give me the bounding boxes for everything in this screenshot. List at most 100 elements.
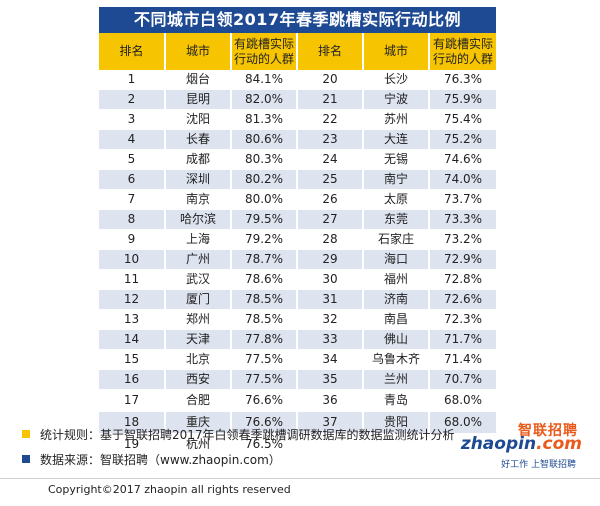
cell-rank: 25 xyxy=(297,169,364,190)
cell-ratio: 71.7% xyxy=(429,329,496,350)
cell-city: 大连 xyxy=(363,129,430,150)
table-row: 2 昆明 82.0% 21 宁波 75.9% xyxy=(99,89,496,110)
cell-city: 重庆 xyxy=(165,411,232,434)
cell-city: 长沙 xyxy=(363,70,430,90)
table-body: 1 烟台 84.1% 20 长沙 76.3% 2 昆明 82.0% 21 宁波 75.9% 3 沈阳 81.… xyxy=(99,70,496,456)
cell-city: 厦门 xyxy=(165,289,232,310)
yellow-square-icon xyxy=(22,430,30,438)
cell-rank: 20 xyxy=(297,70,364,90)
table-row: 15 北京 77.5% 34 乌鲁木齐 71.4% xyxy=(99,349,496,370)
cell-empty xyxy=(363,433,430,456)
cell-city: 郑州 xyxy=(165,309,232,330)
cell-rank: 4 xyxy=(99,129,166,150)
header-ratio-line2: 行动的人群 xyxy=(233,51,294,66)
cell-ratio: 81.3% xyxy=(231,109,298,130)
logo-en-main: zhaopin xyxy=(460,434,537,454)
cell-rank: 13 xyxy=(99,309,166,330)
cell-city: 西安 xyxy=(165,369,232,390)
note-rule-text: 统计规则：基于智联招聘2017年白领春季跳槽调研数据库的数据监测统计分析 xyxy=(40,427,455,442)
table-row: 11 武汉 78.6% 30 福州 72.8% xyxy=(99,269,496,290)
header-ratio-line2: 行动的人群 xyxy=(432,51,493,66)
header-ratio-left: 有跳槽实际 行动的人群 xyxy=(231,33,298,70)
cell-ratio: 75.2% xyxy=(429,129,496,150)
cell-empty xyxy=(297,433,364,456)
cell-rank: 34 xyxy=(297,349,364,370)
cell-city: 天津 xyxy=(165,329,232,350)
cell-rank: 9 xyxy=(99,229,166,250)
cell-ratio: 76.6% xyxy=(231,411,298,434)
cell-ratio: 76.3% xyxy=(429,70,496,90)
cell-rank: 18 xyxy=(99,411,166,434)
cell-rank: 33 xyxy=(297,329,364,350)
table-row: 16 西安 77.5% 35 兰州 70.7% xyxy=(99,369,496,390)
cell-rank: 26 xyxy=(297,189,364,210)
cell-rank: 31 xyxy=(297,289,364,310)
cell-city: 昆明 xyxy=(165,89,232,110)
note-source: 数据来源：智联招聘（www.zhaopin.com） xyxy=(22,450,462,468)
cell-city: 武汉 xyxy=(165,269,232,290)
cell-city: 合肥 xyxy=(165,389,232,412)
cell-ratio: 77.5% xyxy=(231,369,298,390)
table-row: 8 哈尔滨 79.5% 27 东莞 73.3% xyxy=(99,209,496,230)
cell-rank: 27 xyxy=(297,209,364,230)
cell-ratio: 80.0% xyxy=(231,189,298,210)
cell-ratio: 75.9% xyxy=(429,89,496,110)
cell-ratio: 72.9% xyxy=(429,249,496,270)
table-row: 1 烟台 84.1% 20 长沙 76.3% xyxy=(99,70,496,90)
cell-ratio: 84.1% xyxy=(231,70,298,90)
cell-rank: 8 xyxy=(99,209,166,230)
header-rank-right: 排名 xyxy=(297,33,364,70)
cell-ratio: 79.2% xyxy=(231,229,298,250)
cell-ratio: 78.5% xyxy=(231,289,298,310)
cell-ratio: 80.2% xyxy=(231,169,298,190)
header-ratio-right: 有跳槽实际 行动的人群 xyxy=(429,33,496,70)
cell-city: 海口 xyxy=(363,249,430,270)
cell-city: 长春 xyxy=(165,129,232,150)
cell-ratio: 75.4% xyxy=(429,109,496,130)
cell-rank: 6 xyxy=(99,169,166,190)
cell-city: 沈阳 xyxy=(165,109,232,130)
cell-rank: 3 xyxy=(99,109,166,130)
cell-ratio: 74.0% xyxy=(429,169,496,190)
cell-ratio: 76.5% xyxy=(231,433,298,456)
cell-rank: 1 xyxy=(99,70,166,90)
cell-rank: 16 xyxy=(99,369,166,390)
cell-city: 南宁 xyxy=(363,169,430,190)
cell-rank: 36 xyxy=(297,389,364,412)
logo-en-dot: .com xyxy=(536,434,582,454)
table-row: 10 广州 78.7% 29 海口 72.9% xyxy=(99,249,496,270)
header-city-right: 城市 xyxy=(363,33,430,70)
blue-square-icon xyxy=(22,455,30,463)
cell-ratio: 74.6% xyxy=(429,149,496,170)
cell-city: 南昌 xyxy=(363,309,430,330)
cell-city: 贵阳 xyxy=(363,411,430,434)
cell-ratio: 70.7% xyxy=(429,369,496,390)
cell-ratio: 71.4% xyxy=(429,349,496,370)
table-row: 14 天津 77.8% 33 佛山 71.7% xyxy=(99,329,496,350)
cell-empty xyxy=(429,433,496,456)
table-row: 13 郑州 78.5% 32 南昌 72.3% xyxy=(99,309,496,330)
table-row: 17 合肥 76.6% 36 青岛 68.0% xyxy=(99,389,496,412)
cell-city: 广州 xyxy=(165,249,232,270)
cell-rank: 28 xyxy=(297,229,364,250)
table-header-row: 排名 城市 有跳槽实际 行动的人群 排名 城市 有跳槽实际 行动的人群 xyxy=(99,33,496,70)
table-row: 9 上海 79.2% 28 石家庄 73.2% xyxy=(99,229,496,250)
cell-ratio: 73.2% xyxy=(429,229,496,250)
cell-rank: 15 xyxy=(99,349,166,370)
cell-ratio: 68.0% xyxy=(429,389,496,412)
note-rule: 统计规则：基于智联招聘2017年白领春季跳槽调研数据库的数据监测统计分析 xyxy=(22,425,462,443)
cell-rank: 30 xyxy=(297,269,364,290)
cell-ratio: 76.6% xyxy=(231,389,298,412)
cell-rank: 11 xyxy=(99,269,166,290)
header-ratio-line1: 有跳槽实际 xyxy=(432,36,493,51)
table-row: 19 杭州 76.5% xyxy=(99,433,496,456)
cell-city: 济南 xyxy=(363,289,430,310)
cell-city: 北京 xyxy=(165,349,232,370)
cell-ratio: 79.5% xyxy=(231,209,298,230)
cell-rank: 21 xyxy=(297,89,364,110)
cell-rank: 10 xyxy=(99,249,166,270)
cell-city: 佛山 xyxy=(363,329,430,350)
cell-rank: 12 xyxy=(99,289,166,310)
table-row: 6 深圳 80.2% 25 南宁 74.0% xyxy=(99,169,496,190)
cell-city: 哈尔滨 xyxy=(165,209,232,230)
